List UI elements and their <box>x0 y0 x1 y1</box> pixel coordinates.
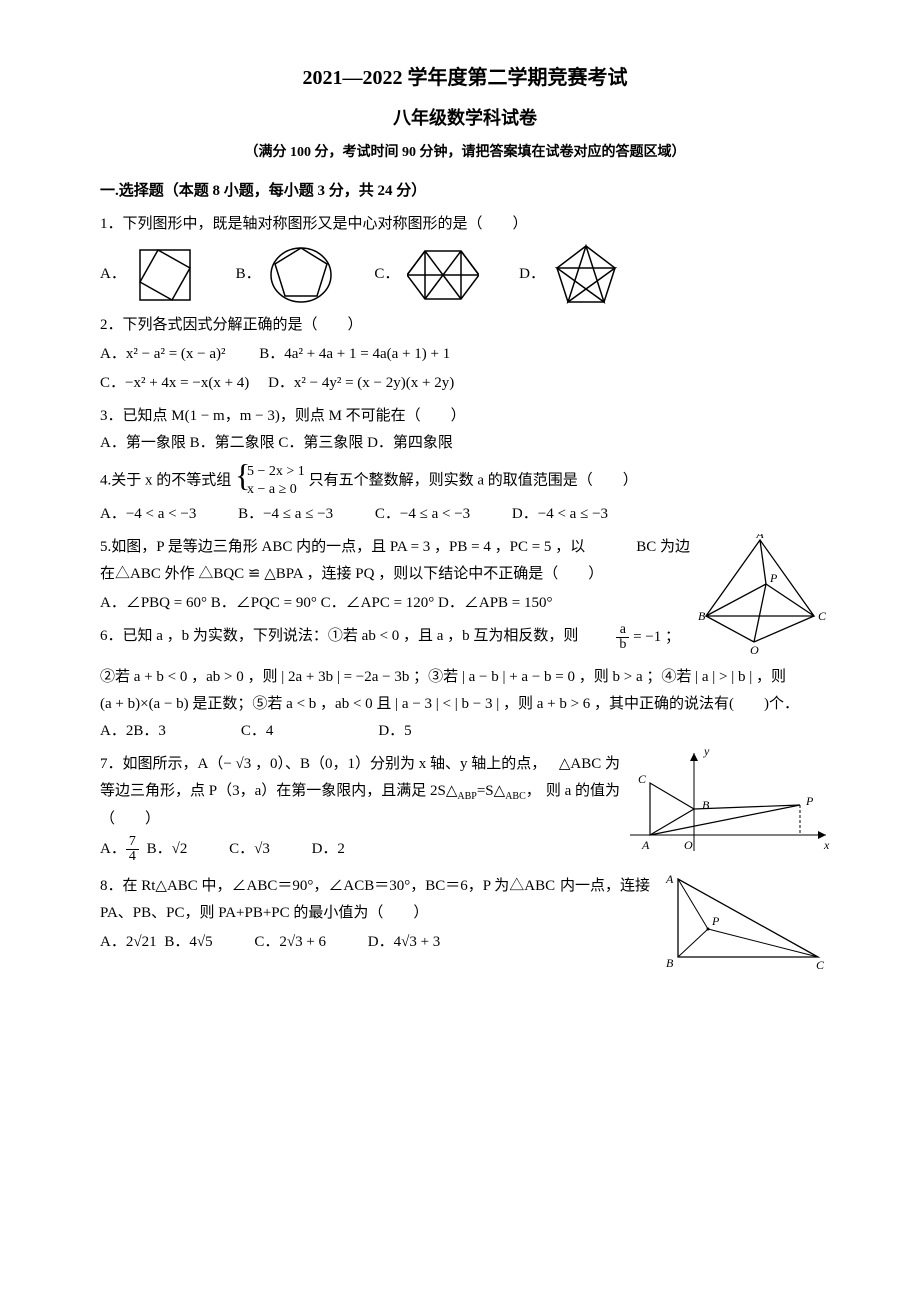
question-3: 3．已知点 M(1 − m，m − 3)，则点 M 不可能在（ ） A．第一象限… <box>100 403 830 457</box>
q8-opt-b: B．4√5 <box>164 929 212 956</box>
q2-row1: A．x² − a² = (x − a)² B．4a² + 4a + 1 = 4a… <box>100 341 830 368</box>
question-7: 7．如图所示，A（− √3 ，0）、B（0，1）分别为 x 轴、y 轴上的点， … <box>100 751 830 864</box>
q4-system: 5 − 2x > 1 x − a ≥ 0 <box>235 463 305 499</box>
q8-opt-c: C．2√3 + 6 <box>254 929 326 956</box>
q5-opt-c: C．∠APC = 120° <box>321 595 435 611</box>
q1-fig-c <box>407 247 479 303</box>
q1-stem: 1．下列图形中，既是轴对称图形又是中心对称图形的是（ ） <box>100 211 830 238</box>
q4-opt-c: C．−4 ≤ a < −3 <box>375 501 470 528</box>
q4-post: 只有五个整数解，则实数 a 的取值范围是（ ） <box>309 472 638 488</box>
q3-stem: 3．已知点 M(1 − m，m − 3)，则点 M 不可能在（ ） <box>100 403 830 430</box>
q4-opt-b: B．−4 ≤ a ≤ −3 <box>238 501 333 528</box>
q6-line1-tail: ab = −1 ； <box>616 623 680 652</box>
q8-line2: PA、PB、PC，则 PA+PB+PC 的最小值为（ ） <box>100 900 830 927</box>
q1-choices: A． B． C． <box>100 244 830 306</box>
q1-opt-c: C． <box>374 247 479 303</box>
q4-opt-d: D．−4 < a ≤ −3 <box>512 501 608 528</box>
q5-opt-a: A．∠PBQ = 60° <box>100 595 207 611</box>
q4-pre: 4.关于 x 的不等式组 <box>100 472 231 488</box>
q8-opt-a: A．2√21 <box>100 934 157 950</box>
q5-opt-b: B．∠PQC = 90° <box>211 595 317 611</box>
question-5: 5.如图，P 是等边三角形 ABC 内的一点，且 PA = 3 ，PB = 4 … <box>100 534 830 617</box>
question-1: 1．下列图形中，既是轴对称图形又是中心对称图形的是（ ） A． B． C． <box>100 211 830 306</box>
q1-fig-d <box>553 244 619 306</box>
svg-text:C: C <box>816 958 825 971</box>
q7-line1b: △ABC 为 <box>559 751 620 778</box>
q7-opt-c: C．√3 <box>229 836 270 863</box>
q5-line2: 在△ABC 外作 △BQC ≌ △BPA ，连接 PQ ，则以下结论中不正确是（… <box>100 561 830 588</box>
q2-stem: 2．下列各式因式分解正确的是（ ） <box>100 312 830 339</box>
q6-line2: ②若 a + b < 0 ，ab > 0 ，则 | 2a + 3b | = −2… <box>100 664 830 691</box>
q7-opt-b: B．√2 <box>147 836 188 863</box>
q2-row2: C．−x² + 4x = −x(x + 4) D．x² − 4y² = (x −… <box>100 370 830 397</box>
q1-opt-a: A． <box>100 244 196 306</box>
q2-opt-a: A．x² − a² = (x − a)² <box>100 346 226 362</box>
q5-line1b: BC 为边 <box>636 534 690 561</box>
q8-line1a: 8．在 Rt△ABC 中，∠ABC＝90°，∠ACB＝30°，BC＝6，P 为△… <box>100 878 555 894</box>
question-2: 2．下列各式因式分解正确的是（ ） A．x² − a² = (x − a)² B… <box>100 312 830 397</box>
q8-line1b: 内一点，连接 <box>560 873 650 900</box>
title-main: 2021—2022 学年度第二学期竞赛考试 <box>100 60 830 96</box>
svg-text:B: B <box>666 956 674 970</box>
q8-opt-d: D．4√3 + 3 <box>368 929 441 956</box>
q7-opt-a: A．74 <box>100 841 139 857</box>
q7-line2b: 则 a 的值为 <box>546 778 620 805</box>
q6-line1: 6．已知 a ，b 为实数，下列说法：①若 ab < 0 ，且 a ，b 互为相… <box>100 628 578 644</box>
question-6: 6．已知 a ，b 为实数，下列说法：①若 ab < 0 ，且 a ，b 互为相… <box>100 623 830 745</box>
q3-opts: A．第一象限 B．第二象限 C．第三象限 D．第四象限 <box>100 430 830 457</box>
q7-line2a: 等边三角形，点 P（3，a）在第一象限内，且满足 2S△ <box>100 783 457 799</box>
title-sub: 八年级数学科试卷 <box>100 102 830 134</box>
q1-opt-b: B． <box>236 244 335 306</box>
q7-line1a: 7．如图所示，A（− √3 ，0）、B（0，1）分别为 x 轴、y 轴上的点， <box>100 756 546 772</box>
q7-line3: （ ） <box>100 806 830 833</box>
exam-note: （满分 100 分，考试时间 90 分钟，请把答案填在试卷对应的答题区域） <box>100 140 830 165</box>
q2-opt-b: B．4a² + 4a + 1 = 4a(a + 1) + 1 <box>259 346 450 362</box>
q2-opt-c: C．−x² + 4x = −x(x + 4) <box>100 375 249 391</box>
q1-fig-a <box>134 244 196 306</box>
q7-opt-d: D．2 <box>312 836 345 863</box>
q5-opt-d: D．∠APB = 150° <box>438 595 552 611</box>
q1-fig-b <box>268 244 334 306</box>
q6-line3: (a + b)×(a − b) 是正数；⑤若 a < b ，ab < 0 且 |… <box>100 691 830 718</box>
q2-opt-d: D．x² − 4y² = (x − 2y)(x + 2y) <box>268 375 454 391</box>
q1-opt-d: D． <box>519 244 619 306</box>
section-1-heading: 一.选择题（本题 8 小题，每小题 3 分，共 24 分） <box>100 178 830 205</box>
question-8: 8．在 Rt△ABC 中，∠ABC＝90°，∠ACB＝30°，BC＝6，P 为△… <box>100 873 830 956</box>
q5-line1a: 5.如图，P 是等边三角形 ABC 内的一点，且 PA = 3 ，PB = 4 … <box>100 539 585 555</box>
q6-opts: A．2B．3 C．4 D．5 <box>100 718 830 745</box>
question-4: 4.关于 x 的不等式组 5 − 2x > 1 x − a ≥ 0 只有五个整数… <box>100 463 830 528</box>
q4-opt-a: A．−4 < a < −3 <box>100 501 196 528</box>
